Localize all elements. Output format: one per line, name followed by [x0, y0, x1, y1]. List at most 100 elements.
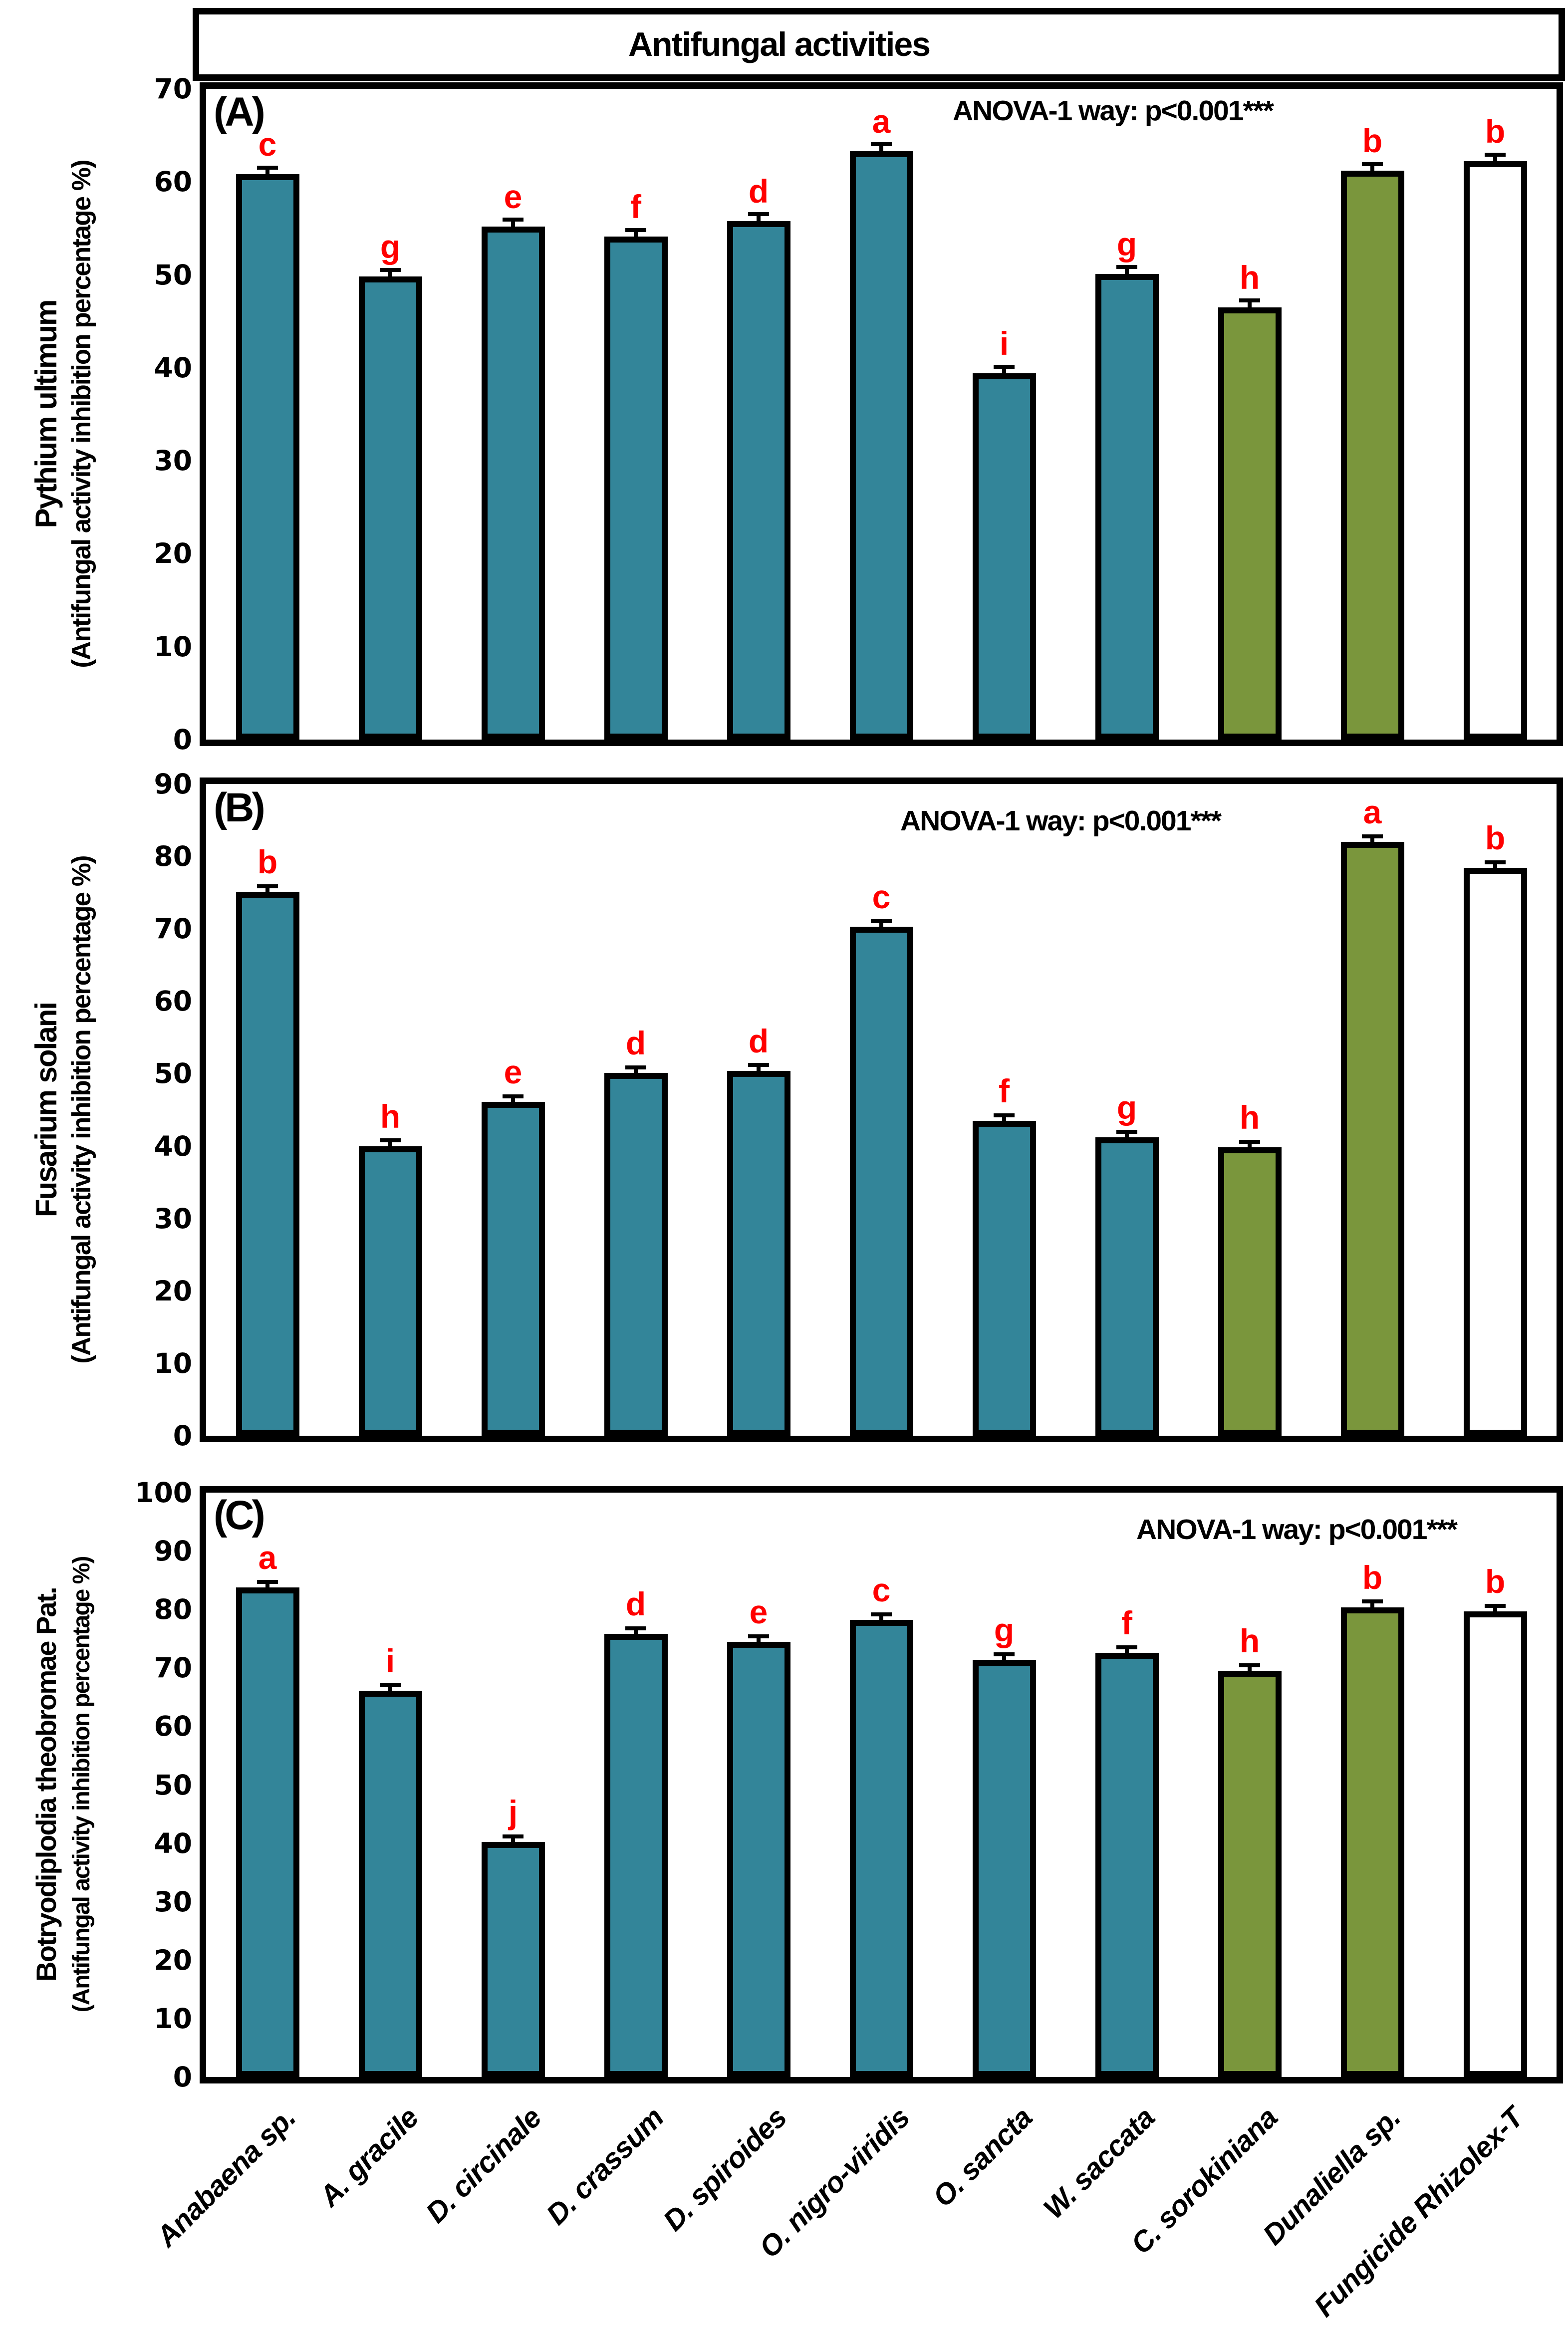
bar-a-gracile	[359, 276, 422, 740]
sig-letter: h	[380, 1098, 401, 1135]
x-category-label: Anabaena sp.	[150, 2101, 302, 2253]
bar-dunaliella-sp-	[1341, 171, 1404, 740]
bar-fungicide-rhizolex-t	[1464, 868, 1527, 1436]
x-category-label: Fungicide Rhizolex-T	[1307, 2101, 1530, 2323]
sig-letter: f	[630, 188, 641, 225]
sig-letter: a	[1363, 793, 1382, 830]
error-bar	[265, 1584, 269, 1591]
y-tick-label: 30	[154, 1885, 192, 1918]
bar-w-saccata	[1095, 1653, 1159, 2077]
sig-letter: i	[999, 325, 1009, 362]
error-bar	[634, 1069, 638, 1077]
error-bar-cap	[1485, 860, 1506, 864]
y-tick-label: 100	[135, 1477, 192, 1509]
y-tick-label: 40	[154, 1130, 192, 1162]
y-tick-label: 80	[154, 1593, 192, 1626]
error-bar	[1125, 1134, 1129, 1141]
sig-letter: b	[1362, 122, 1383, 159]
y-tick-label: 60	[154, 985, 192, 1018]
error-bar	[1125, 269, 1129, 278]
figure-title-box: Antifungal activities	[193, 8, 1565, 81]
error-bar-cap	[748, 212, 769, 216]
error-bar	[1248, 1144, 1252, 1151]
error-bar-cap	[257, 1580, 278, 1584]
error-bar	[511, 222, 515, 231]
error-bar	[1370, 838, 1374, 846]
error-bar	[1493, 864, 1497, 872]
bar-o-nigro-viridis	[850, 927, 913, 1436]
bar-w-saccata	[1095, 1137, 1159, 1436]
bar-o-nigro-viridis	[850, 1620, 913, 2077]
y-tick-label: 10	[154, 2002, 192, 2035]
panel-b-label: (B)	[214, 785, 265, 830]
sig-letter: f	[1121, 1604, 1132, 1641]
panel-b-anova-annotation: ANOVA-1 way: p<0.001***	[900, 805, 1222, 837]
sig-letter: b	[1485, 819, 1506, 856]
error-bar-cap	[748, 1063, 769, 1067]
error-bar	[511, 1098, 515, 1106]
bar-fungicide-rhizolex-t	[1464, 1611, 1527, 2077]
y-tick-label: 40	[154, 1827, 192, 1859]
figure-title: Antifungal activities	[628, 25, 931, 63]
error-bar-cap	[1239, 1663, 1260, 1667]
error-bar-cap	[625, 1065, 646, 1069]
error-bar	[879, 923, 883, 931]
y-tick-label: 30	[154, 1202, 192, 1235]
error-bar-cap	[871, 919, 892, 923]
bar-d-crassum	[604, 237, 668, 740]
bar-c-sorokiniana	[1218, 1147, 1282, 1436]
panel-a-y-axis-title-line2: (Antifungal activity inhibition percenta…	[67, 160, 96, 668]
error-bar-cap	[871, 1612, 892, 1616]
sig-letter: h	[1239, 1099, 1260, 1136]
y-tick-label: 50	[154, 1769, 192, 1801]
sig-letter: b	[257, 843, 278, 880]
sig-letter: d	[625, 1585, 646, 1622]
error-bar-cap	[625, 1626, 646, 1630]
sig-letter: c	[872, 878, 891, 915]
x-category-label: D. spiroides	[657, 2101, 793, 2237]
error-bar	[1493, 157, 1497, 166]
error-bar	[757, 1067, 761, 1074]
error-bar-cap	[503, 1094, 523, 1098]
bar-dunaliella-sp-	[1341, 842, 1404, 1436]
error-bar	[1370, 1603, 1374, 1610]
y-tick-label: 90	[154, 768, 192, 800]
error-bar	[1248, 1667, 1252, 1674]
sig-letter: f	[999, 1072, 1010, 1109]
error-bar	[1002, 369, 1006, 378]
sig-letter: d	[625, 1025, 646, 1061]
sig-letter: b	[1485, 113, 1506, 150]
bar-d-spiroides	[727, 1071, 790, 1436]
error-bar-cap	[1485, 153, 1506, 157]
error-bar	[1125, 1649, 1129, 1656]
error-bar-cap	[994, 365, 1015, 369]
bar-a-gracile	[359, 1146, 422, 1436]
error-bar-cap	[748, 1634, 769, 1638]
panel-a-y-axis-title-line1: Pythium ultimum	[29, 300, 63, 528]
y-tick-label: 20	[154, 1944, 192, 1976]
bar-o-sancta	[973, 373, 1036, 740]
y-tick-label: 0	[173, 2061, 192, 2093]
bar-anabaena-sp-	[236, 174, 299, 740]
panel-c-y-axis-title-line1: Botryodiplodia theobromae Pat.	[30, 1587, 62, 1982]
y-tick-label: 40	[154, 351, 192, 384]
error-bar	[388, 1687, 392, 1694]
error-bar	[1493, 1608, 1497, 1615]
error-bar-cap	[1239, 298, 1260, 302]
error-bar-cap	[871, 142, 892, 146]
error-bar-cap	[503, 218, 523, 222]
error-bar-cap	[1362, 1599, 1383, 1603]
error-bar	[265, 888, 269, 896]
error-bar	[1002, 1656, 1006, 1663]
x-category-label: O. sancta	[926, 2101, 1039, 2213]
sig-letter: h	[1239, 1622, 1260, 1659]
bar-fungicide-rhizolex-t	[1464, 161, 1527, 740]
panel-b-y-axis-title-line2: (Antifungal activity inhibition percenta…	[67, 856, 96, 1364]
error-bar-cap	[994, 1652, 1015, 1656]
error-bar-cap	[1362, 834, 1383, 838]
error-bar-cap	[994, 1113, 1015, 1117]
error-bar-cap	[1362, 162, 1383, 166]
x-category-label: D. circinale	[419, 2101, 547, 2230]
sig-letter: e	[504, 178, 523, 215]
